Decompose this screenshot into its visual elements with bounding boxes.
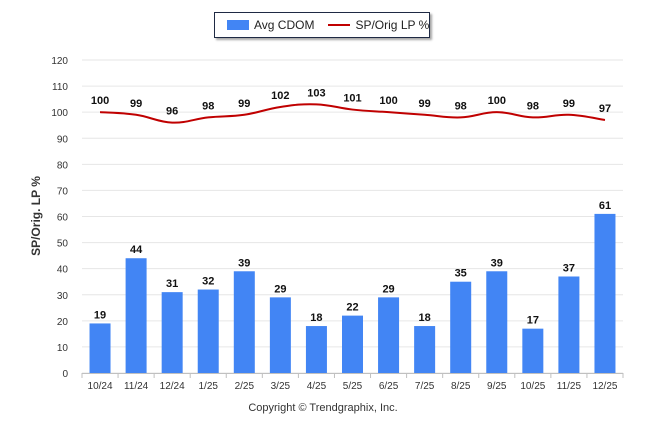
y-tick-label: 40: [57, 265, 69, 276]
legend: Avg CDOM SP/Orig LP %: [214, 12, 430, 38]
legend-label-avg-cdom: Avg CDOM: [254, 18, 315, 32]
line-data-label: 99: [130, 98, 142, 110]
bar-data-label: 31: [166, 278, 178, 290]
line-data-label: 98: [527, 100, 539, 112]
x-tick-label: 12/25: [592, 381, 617, 392]
legend-item-avg-cdom[interactable]: Avg CDOM: [227, 18, 314, 32]
x-tick-label: 6/25: [379, 381, 399, 392]
bar-data-label: 29: [274, 283, 286, 295]
bar-data-label: 32: [202, 276, 214, 288]
bar-avg-cdom: [161, 292, 183, 373]
line-data-label: 96: [166, 106, 178, 118]
bar-data-label: 39: [238, 257, 250, 269]
bar-avg-cdom: [233, 271, 255, 373]
bar-data-label: 29: [382, 283, 394, 295]
line-data-label: 102: [271, 90, 289, 102]
bar-data-label: 22: [346, 302, 358, 314]
y-tick-label: 20: [57, 317, 69, 328]
bar-data-label: 18: [419, 312, 431, 324]
line-data-label: 99: [238, 98, 250, 110]
bar-data-label: 44: [130, 244, 143, 256]
bar-data-label: 18: [310, 312, 322, 324]
x-tick-label: 5/25: [343, 381, 363, 392]
line-sp-orig-lp: [99, 103, 606, 124]
x-tick-label: 7/25: [415, 381, 435, 392]
x-tick-label: 11/24: [124, 381, 149, 392]
bar-data-label: 17: [527, 315, 539, 327]
x-tick-label: 11/25: [557, 381, 582, 392]
x-tick-label: 8/25: [451, 381, 471, 392]
bar-avg-cdom: [486, 271, 508, 373]
line-data-label: 101: [343, 93, 361, 105]
y-tick-label: 120: [51, 56, 68, 67]
line-data-label: 100: [379, 95, 397, 107]
y-tick-label: 60: [57, 213, 69, 224]
line-data-label: 99: [419, 98, 431, 110]
x-tick-label: 12/24: [160, 381, 185, 392]
bar-data-label: 39: [491, 257, 503, 269]
bar-avg-cdom: [414, 326, 436, 373]
x-tick-label: 2/25: [235, 381, 255, 392]
bar-data-label: 61: [599, 200, 611, 212]
line-data-label: 99: [563, 98, 575, 110]
bar-data-label: 37: [563, 262, 575, 274]
bar-avg-cdom: [89, 323, 111, 373]
line-data-label: 100: [488, 95, 506, 107]
bar-data-label: 19: [94, 309, 106, 321]
y-tick-label: 50: [57, 239, 69, 250]
x-tick-label: 3/25: [271, 381, 291, 392]
legend-line-swatch: [328, 24, 351, 26]
x-tick-label: 4/25: [307, 381, 327, 392]
legend-bar-swatch: [227, 20, 249, 30]
legend-label-sp-orig-lp: SP/Orig LP %: [355, 18, 430, 32]
bar-avg-cdom: [125, 258, 147, 373]
line-data-label: 98: [202, 100, 214, 112]
x-tick-label: 9/25: [487, 381, 507, 392]
legend-item-sp-orig-lp[interactable]: SP/Orig LP %: [328, 18, 429, 32]
bar-avg-cdom: [450, 281, 472, 373]
bar-avg-cdom: [305, 326, 327, 373]
bar-avg-cdom: [378, 297, 400, 373]
x-tick-label: 1/25: [198, 381, 218, 392]
bar-avg-cdom: [594, 213, 616, 373]
bar-data-label: 35: [455, 268, 467, 280]
line-data-label: 103: [307, 87, 325, 99]
y-tick-label: 90: [57, 134, 69, 145]
chart: 0 10 20 30 40 50 60 70 80 90 100 110 120 19 44 31 32 39 29…: [51, 56, 624, 392]
line-data-label: 97: [599, 103, 611, 115]
copyright-text: Copyright © Trendgraphix, Inc.: [248, 402, 398, 414]
y-tick-label: 10: [57, 343, 69, 354]
y-tick-label: 100: [51, 108, 68, 119]
bar-avg-cdom: [269, 297, 291, 373]
x-tick-label: 10/25: [520, 381, 545, 392]
y-tick-label: 70: [57, 186, 69, 197]
y-tick-label: 80: [57, 160, 69, 171]
y-tick-label: 30: [57, 291, 69, 302]
y-tick-label: 110: [52, 82, 68, 93]
line-data-label: 100: [91, 95, 109, 107]
bar-avg-cdom: [522, 328, 544, 373]
bar-avg-cdom: [197, 289, 219, 373]
bar-avg-cdom: [558, 276, 580, 373]
line-data-label: 98: [455, 100, 467, 112]
y-tick-label: 0: [62, 369, 68, 380]
bar-avg-cdom: [342, 315, 363, 373]
x-tick-label: 10/24: [88, 381, 113, 392]
